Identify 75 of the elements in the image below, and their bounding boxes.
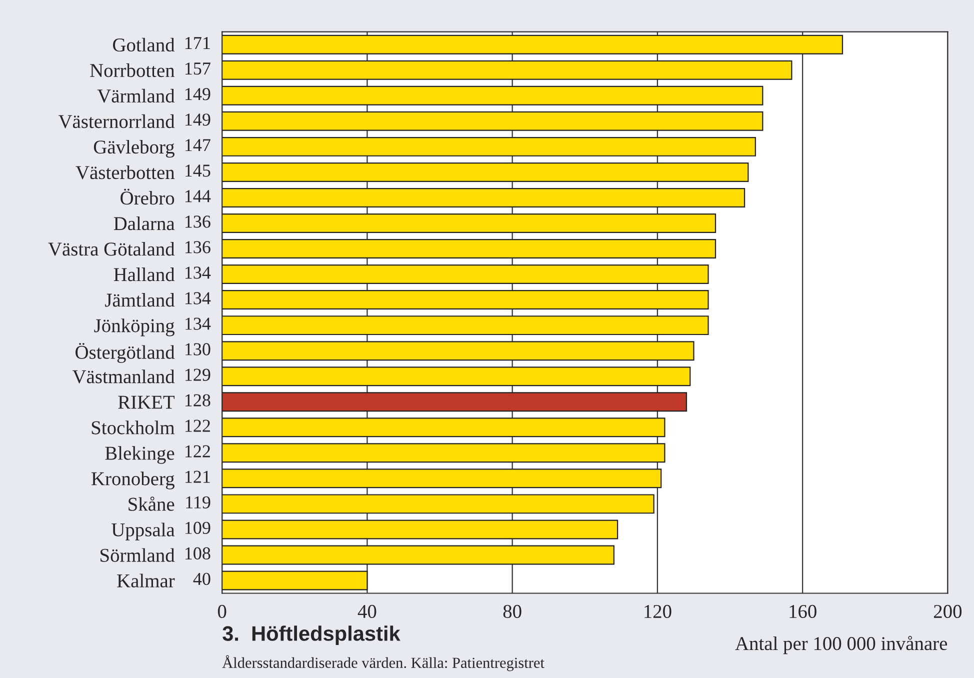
text: Åldersstandardiserade värden. Källa: Patientregistret [222, 655, 544, 672]
data-label: 147 [185, 139, 210, 152]
y-tick-label: RIKET [118, 396, 175, 409]
y-tick-label: Gävleborg [94, 140, 174, 158]
x-tick-label: 40 [358, 604, 376, 618]
data-label: 130 [185, 343, 210, 356]
bar [222, 392, 688, 412]
y-tick-label: Västra Götaland [48, 242, 175, 256]
data-label: 157 [185, 62, 210, 75]
data-label: 122 [185, 445, 210, 458]
bar [222, 494, 654, 514]
data-label: 122 [185, 420, 210, 432]
bar [222, 520, 618, 540]
y-tick-label: Västerbotten [76, 165, 175, 180]
data-label: 144 [185, 190, 211, 202]
x-tick-label: 120 [644, 604, 672, 618]
data-label: 128 [185, 394, 210, 406]
data-label: 136 [185, 241, 210, 254]
bar [222, 290, 709, 310]
data-label: 134 [185, 266, 211, 279]
x-tick-label: 200 [934, 604, 962, 618]
text: 3. Höftledsplastik [222, 626, 400, 646]
x-tick-label: 80 [503, 604, 522, 618]
bar [222, 34, 844, 54]
y-tick-label: Östergötland [76, 342, 175, 363]
y-tick-label: Kalmar [117, 574, 175, 588]
y-tick-label: Uppsala [112, 522, 175, 540]
y-tick-label: Skåne [128, 496, 174, 511]
bar [222, 570, 368, 590]
bar [222, 366, 691, 386]
y-tick-label: Västmanland [72, 370, 175, 384]
y-tick-label: Gotland [113, 38, 175, 52]
bar [222, 341, 694, 361]
y-tick-label: Halland [114, 268, 175, 282]
data-label: 149 [185, 114, 210, 126]
x-axis-title: Antal per 100 000 invånare [735, 636, 948, 654]
y-tick-label: Dalarna [114, 216, 175, 230]
x-tick-label: 160 [790, 604, 816, 618]
bar [222, 468, 662, 488]
data-label: 149 [185, 88, 210, 100]
y-tick-label: Stockholm [92, 420, 175, 434]
y-tick-label: Västernorrland [58, 114, 175, 128]
data-label: 171 [185, 37, 210, 49]
data-label: 119 [186, 496, 210, 508]
y-tick-label: Jämtland [105, 293, 175, 307]
data-label: 109 [185, 522, 210, 534]
y-tick-label: Sörmland [100, 548, 175, 562]
data-label: 134 [185, 292, 211, 304]
x-tick-label: 0 [218, 604, 226, 618]
y-tick-label: Kronoberg [92, 472, 174, 490]
bar [222, 60, 792, 80]
y-tick-label: Blekinge [105, 446, 174, 464]
data-label: 129 [185, 368, 210, 381]
bar [222, 162, 749, 182]
bar [222, 111, 764, 131]
bar [222, 136, 756, 156]
data-label: 40 [193, 572, 210, 586]
bar [222, 443, 666, 463]
data-label: 134 [185, 318, 211, 330]
y-tick-label: Örebro [120, 188, 174, 205]
bar [222, 86, 764, 106]
y-tick-label: Värmland [97, 88, 175, 103]
bar [222, 239, 716, 259]
y-tick-label: Norrbotten [90, 63, 175, 78]
data-label: 108 [185, 547, 210, 560]
data-label: 145 [185, 164, 210, 177]
bar [222, 214, 716, 233]
bar [222, 264, 709, 284]
data-label: 121 [185, 470, 210, 483]
bar [222, 316, 709, 336]
bar [222, 418, 666, 438]
bar [222, 188, 746, 208]
y-tick-label: Jönköping [94, 318, 174, 336]
data-label: 136 [185, 216, 210, 228]
bar [222, 545, 614, 565]
